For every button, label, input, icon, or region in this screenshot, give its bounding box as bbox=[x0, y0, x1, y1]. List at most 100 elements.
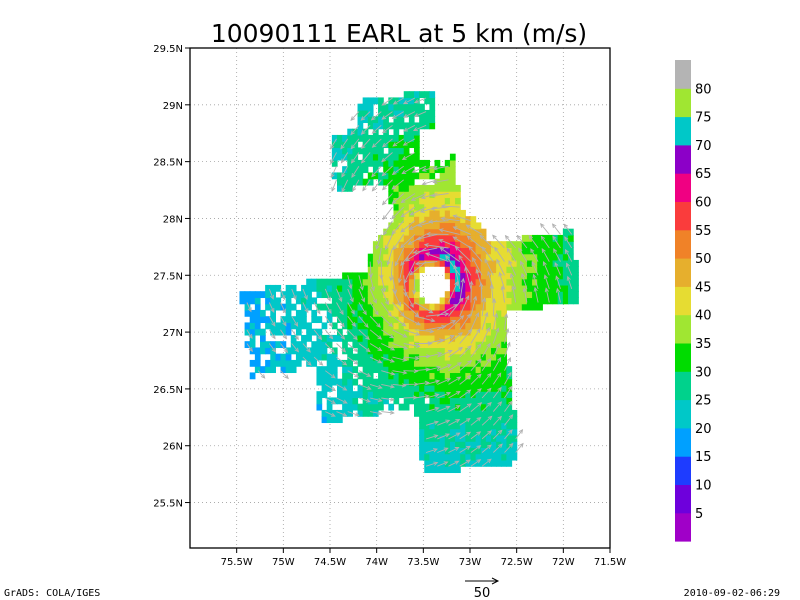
wind-vector bbox=[437, 461, 448, 467]
wind-vector bbox=[455, 246, 472, 262]
wind-speed-cell bbox=[357, 334, 364, 342]
wind-vector bbox=[414, 111, 427, 117]
wind-speed-cell bbox=[388, 178, 395, 186]
wind-speed-cell bbox=[403, 284, 410, 292]
wind-speed-cell bbox=[562, 284, 569, 292]
wind-vector-head bbox=[543, 274, 548, 280]
wind-speed-cell bbox=[532, 259, 538, 267]
wind-speed-cell bbox=[372, 328, 379, 336]
wind-speed-cell bbox=[424, 453, 430, 461]
wind-speed-cell bbox=[316, 378, 323, 386]
wind-speed-cell bbox=[378, 378, 384, 386]
wind-speed-cell bbox=[568, 253, 574, 261]
wind-vector-head bbox=[306, 361, 312, 366]
wind-speed-cell bbox=[347, 372, 353, 380]
wind-speed-cell bbox=[265, 341, 271, 349]
wind-speed-cell bbox=[557, 259, 564, 267]
wind-speed-cell bbox=[419, 409, 425, 417]
wind-speed-cell bbox=[465, 228, 472, 236]
wind-speed-cell bbox=[342, 316, 348, 324]
wind-speed-cell bbox=[434, 434, 441, 442]
wind-speed-cell bbox=[249, 297, 256, 305]
wind-speed-cell bbox=[516, 253, 523, 261]
wind-speed-cell bbox=[475, 359, 482, 367]
wind-speed-cell bbox=[496, 366, 502, 374]
wind-speed-cell bbox=[321, 284, 328, 292]
wind-speed-cell bbox=[429, 403, 436, 411]
wind-speed-cell bbox=[455, 191, 461, 199]
wind-vector-head bbox=[384, 300, 389, 306]
wind-vector-head bbox=[476, 459, 482, 464]
wind-speed-cell bbox=[352, 147, 359, 155]
wind-speed-cell bbox=[393, 234, 400, 242]
wind-speed-cell bbox=[455, 253, 461, 261]
wind-speed-cell bbox=[383, 309, 389, 317]
wind-vector bbox=[403, 124, 416, 132]
wind-speed-cell bbox=[362, 272, 369, 280]
wind-vector-head bbox=[454, 447, 460, 451]
wind-speed-cell bbox=[357, 166, 364, 174]
wind-speed-cell bbox=[383, 172, 389, 180]
wind-vector-head bbox=[292, 295, 297, 301]
wind-speed-cell bbox=[362, 384, 369, 392]
wind-vector bbox=[246, 343, 253, 352]
wind-speed-cell bbox=[449, 347, 456, 355]
wind-speed-cell bbox=[347, 403, 353, 411]
wind-vector-head bbox=[293, 322, 299, 327]
wind-speed-cell bbox=[388, 103, 395, 111]
wind-vector-head bbox=[400, 243, 405, 249]
wind-vector bbox=[403, 111, 416, 118]
y-tick-label: 26.5N bbox=[153, 385, 183, 396]
wind-speed-cell bbox=[378, 322, 384, 330]
wind-vector bbox=[369, 261, 372, 278]
wind-speed-cell bbox=[455, 328, 461, 336]
wind-speed-cell bbox=[311, 359, 318, 367]
wind-speed-cell bbox=[352, 159, 359, 167]
wind-vector bbox=[459, 295, 470, 317]
wind-speed-cell bbox=[301, 322, 307, 330]
wind-speed-cell bbox=[573, 266, 579, 274]
wind-speed-cell bbox=[491, 403, 497, 411]
wind-speed-cell bbox=[470, 222, 477, 230]
wind-vector bbox=[437, 350, 453, 358]
wind-vector-head bbox=[338, 297, 343, 303]
wind-speed-cell bbox=[388, 284, 395, 292]
wind-vector bbox=[392, 370, 407, 374]
wind-speed-cell bbox=[398, 134, 405, 142]
wind-vector-head bbox=[508, 259, 513, 265]
wind-speed-cell bbox=[388, 134, 395, 142]
wind-vector bbox=[512, 286, 517, 303]
wind-vector bbox=[504, 429, 513, 440]
wind-vector bbox=[392, 356, 407, 361]
wind-speed-cell bbox=[429, 172, 436, 180]
wind-vector bbox=[425, 462, 438, 467]
wind-vector-head bbox=[500, 285, 505, 291]
wind-speed-cell bbox=[306, 303, 312, 311]
wind-vector-head bbox=[469, 280, 474, 286]
wind-vector bbox=[433, 165, 449, 170]
wind-vector-head bbox=[555, 287, 561, 293]
wind-speed-cell bbox=[511, 441, 518, 449]
wind-speed-cell bbox=[383, 228, 389, 236]
wind-speed-cell bbox=[383, 334, 389, 342]
wind-vector-head bbox=[551, 223, 557, 229]
wind-speed-cell bbox=[480, 241, 487, 249]
wind-speed-cell bbox=[383, 359, 389, 367]
wind-vector bbox=[330, 138, 337, 149]
wind-speed-cell bbox=[506, 297, 513, 305]
wind-vector-head bbox=[370, 115, 376, 121]
wind-speed-cell bbox=[388, 222, 395, 230]
wind-vector-head bbox=[428, 219, 433, 224]
wind-speed-cell bbox=[393, 297, 400, 305]
wind-speed-cell bbox=[460, 459, 466, 467]
wind-speed-cell bbox=[388, 366, 395, 374]
wind-speed-cell bbox=[408, 366, 415, 374]
colorbar-swatch bbox=[675, 314, 691, 344]
wind-vector-head bbox=[381, 200, 387, 206]
wind-vector-head bbox=[271, 334, 276, 340]
wind-speed-cell bbox=[455, 222, 461, 230]
wind-speed-cell bbox=[475, 403, 482, 411]
wind-speed-cell bbox=[455, 441, 461, 449]
wind-speed-cell bbox=[424, 159, 430, 167]
